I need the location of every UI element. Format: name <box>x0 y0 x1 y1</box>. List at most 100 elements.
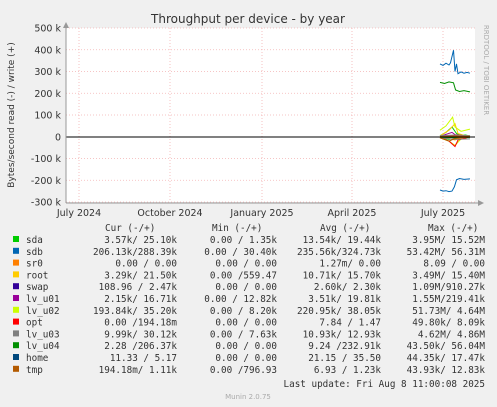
legend-name: lv_u02 <box>26 306 60 317</box>
y-tick-label: 100 k <box>34 111 61 122</box>
legend-header-cur: Cur (-/+) <box>105 223 155 234</box>
legend-swatch <box>13 271 19 278</box>
legend-swatch <box>13 295 19 301</box>
legend-max: 1.09M/910.27k <box>412 282 485 293</box>
y-tick-label: 300 k <box>34 67 61 78</box>
legend-cur: 206.13k/288.39k <box>93 247 177 258</box>
legend-min: 0.00 / 8.20k <box>210 306 278 317</box>
legend-cur: 0.00 /194.18m <box>104 318 177 329</box>
series-line-lv_u04-write <box>439 81 471 93</box>
legend: Cur (-/+) Min (-/+) Avg (-/+) Max (-/+) … <box>13 223 485 390</box>
legend-swatch <box>13 259 19 266</box>
legend-name: lv_u04 <box>26 341 60 352</box>
legend-cur: 11.33 / 5.17 <box>110 353 177 364</box>
legend-max: 3.49M/ 15.40M <box>412 270 485 281</box>
legend-row-lv_u02: lv_u02 193.84k/ 35.20k 0.00 / 8.20k 220.95k… <box>13 306 485 317</box>
series-line-lv_u02-write <box>439 116 471 132</box>
legend-cur: 0.00 / 0.00 <box>115 259 177 270</box>
legend-row-opt: opt 0.00 /194.18m 0.00 / 0.00 7.84 / 1.47 49… <box>13 318 485 329</box>
rrdtool-watermark: RRDTOOL / TOBI OETIKER <box>482 25 490 115</box>
legend-row-root: root 3.29k/ 21.50k 0.00 /559.47 10.71k/ 15.… <box>13 270 485 281</box>
legend-row-swap: swap 108.96 / 2.47k 0.00 / 0.00 2.60k/ 2.30… <box>13 282 485 293</box>
legend-name: lv_u01 <box>26 294 60 305</box>
legend-row-lv_u01: lv_u01 2.15k/ 16.71k 0.00 / 12.82k 3.51k/ 1… <box>13 294 485 305</box>
series-line-sdb-read <box>439 177 471 193</box>
legend-min: 0.00 /796.93 <box>210 365 277 376</box>
series-line-sdb-write <box>439 50 471 75</box>
legend-min: 0.00 /559.47 <box>210 270 277 281</box>
y-tick-label: -300 k <box>31 198 62 209</box>
legend-name: root <box>26 270 48 281</box>
series-line-lv_u03-read <box>439 137 471 140</box>
legend-avg: 220.95k/ 38.05k <box>297 306 381 317</box>
legend-min: 0.00 / 7.63k <box>210 329 278 340</box>
legend-max: 44.35k/ 17.47k <box>407 353 486 364</box>
last-update: Last update: Fri Aug 8 11:00:08 2025 <box>284 379 486 390</box>
legend-cur: 3.29k/ 21.50k <box>104 270 177 281</box>
legend-cur: 2.28 /206.37k <box>104 341 177 352</box>
legend-swatch <box>13 306 19 313</box>
legend-avg: 10.71k/ 15.70k <box>303 270 382 281</box>
legend-swatch <box>13 247 19 254</box>
legend-max: 3.95M/ 15.52M <box>412 235 485 246</box>
legend-min: 0.00 / 1.35k <box>210 235 278 246</box>
x-tick-label: April 2025 <box>328 208 377 219</box>
x-tick-labels: July 2024 October 2024 January 2025 April 2… <box>56 208 465 219</box>
legend-row-sr0: sr0 0.00 / 0.00 0.00 / 0.00 1.27m/ 0.00 8.09… <box>13 259 485 270</box>
legend-name: sdb <box>26 247 43 258</box>
legend-max: 43.50k/ 56.04M <box>407 341 486 352</box>
legend-row-home: home 11.33 / 5.17 0.00 / 0.00 21.15 / 35.50… <box>13 353 485 364</box>
legend-name: home <box>26 353 49 364</box>
legend-avg: 235.56k/324.73k <box>297 247 381 258</box>
legend-header-max: Max (-/+) <box>428 223 478 234</box>
legend-min: 0.00 / 0.00 <box>215 318 277 329</box>
x-tick-label: July 2025 <box>420 208 465 219</box>
legend-cur: 108.96 / 2.47k <box>99 282 178 293</box>
legend-swatch <box>13 365 19 372</box>
legend-avg: 7.84 / 1.47 <box>319 318 381 329</box>
legend-min: 0.00 / 30.40k <box>204 247 277 258</box>
legend-min: 0.00 / 12.82k <box>204 294 277 305</box>
legend-header-min: Min (-/+) <box>212 223 262 234</box>
legend-avg: 10.93k/ 12.93k <box>303 329 382 340</box>
y-tick-label: -100 k <box>31 154 62 165</box>
legend-avg: 9.24 /232.91k <box>308 341 381 352</box>
legend-swatch <box>13 354 19 360</box>
series-line-lv_u03-write <box>439 134 471 137</box>
y-tick-label: 0 <box>55 132 61 143</box>
legend-row-lv_u03: lv_u03 9.99k/ 30.12k 0.00 / 7.63k 10.93k/ 1… <box>13 329 485 340</box>
x-tick-label: October 2024 <box>137 208 202 219</box>
legend-cur: 194.18m/ 1.11k <box>99 365 178 376</box>
legend-avg: 13.54k/ 19.44k <box>303 235 382 246</box>
legend-max: 8.09 / 0.00 <box>423 259 485 270</box>
chart-title: Throughput per device - by year <box>150 12 345 26</box>
legend-max: 4.62M/ 4.86M <box>418 329 486 340</box>
legend-swatch <box>13 342 19 349</box>
legend-row-lv_u04: lv_u04 2.28 /206.37k 0.00 / 0.00 9.24 /232.… <box>13 341 485 352</box>
munin-footer: Munin 2.0.75 <box>225 393 271 401</box>
legend-avg: 1.27m/ 0.00 <box>319 259 381 270</box>
y-tick-labels: 500 k 400 k 300 k 200 k 100 k 0 -100 k -200 k -3… <box>31 24 62 209</box>
legend-cur: 193.84k/ 35.20k <box>93 306 177 317</box>
legend-max: 43.93k/ 12.83k <box>407 365 486 376</box>
legend-row-tmp: tmp 194.18m/ 1.11k 0.00 /796.93 6.93 / 1.23… <box>13 365 485 376</box>
legend-min: 0.00 / 0.00 <box>215 353 277 364</box>
legend-swatch <box>13 318 19 325</box>
legend-swatch <box>13 283 19 290</box>
legend-min: 0.00 / 0.00 <box>215 341 277 352</box>
y-tick-label: 400 k <box>34 45 61 56</box>
legend-name: tmp <box>26 365 43 376</box>
legend-avg: 2.60k/ 2.30k <box>314 282 382 293</box>
legend-max: 1.55M/219.41k <box>412 294 485 305</box>
y-tick-label: 500 k <box>34 24 61 35</box>
legend-avg: 3.51k/ 19.81k <box>308 294 381 305</box>
series-line-tmp-read <box>439 136 471 142</box>
legend-name: lv_u03 <box>26 329 60 340</box>
legend-cur: 9.99k/ 30.12k <box>104 329 177 340</box>
y-axis-label: Bytes/second read (-) / write (+) <box>7 42 17 187</box>
legend-cur: 2.15k/ 16.71k <box>104 294 177 305</box>
legend-avg: 6.93 / 1.23k <box>314 365 382 376</box>
legend-min: 0.00 / 0.00 <box>215 282 277 293</box>
legend-max: 51.73M/ 4.64M <box>412 306 485 317</box>
